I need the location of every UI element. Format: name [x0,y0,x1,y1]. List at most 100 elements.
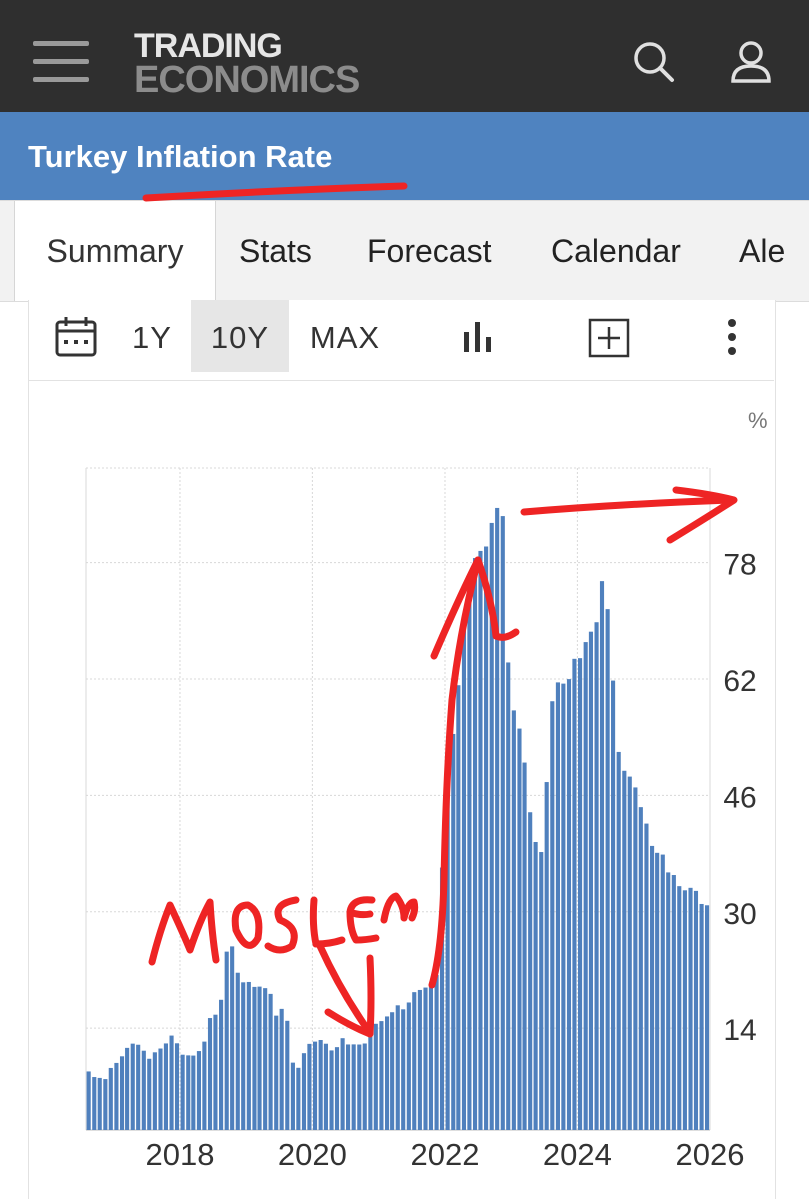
bar-2024-04 [594,622,599,1130]
bar-2022-11 [500,516,505,1130]
bar-2018-05 [202,1041,207,1130]
bar-2018-10 [230,946,235,1130]
bar-2024-12 [638,807,643,1130]
bar-2017-10 [163,1043,168,1130]
bar-chart-icon[interactable] [460,320,496,354]
logo-economics[interactable]: ECONOMICS [134,59,360,101]
bar-2021-05 [401,1009,406,1130]
bar-2017-06 [141,1050,146,1130]
bar-2021-09 [423,987,428,1130]
annotation-text-M2 [380,892,419,924]
bar-2024-03 [588,631,594,1130]
bar-2022-02 [451,733,456,1130]
x-tick-label: 2020 [278,1137,347,1172]
bar-2020-11 [368,1027,373,1130]
bar-2019-09 [290,1062,295,1130]
bar-2024-10 [627,776,632,1130]
annotation-rise-arrow-head [430,556,520,660]
tab-calendar[interactable]: Calendar [551,233,681,269]
bar-2021-07 [412,992,417,1130]
more-vertical-icon[interactable] [724,318,740,356]
bar-2020-01 [312,1041,318,1130]
bar-2017-05 [136,1044,141,1130]
bar-2020-08 [351,1044,356,1130]
top-bar [0,0,809,112]
hamburger-menu-icon[interactable] [33,38,89,84]
bar-2023-11 [566,679,572,1130]
search-icon[interactable] [632,40,676,84]
bar-2022-05 [467,595,472,1130]
x-tick-label: 2018 [145,1137,214,1172]
bar-2018-03 [191,1055,196,1130]
tab-forecast[interactable]: Forecast [367,233,492,269]
x-tick-label: 2024 [543,1137,612,1172]
bar-2016-12 [108,1067,113,1130]
bar-2025-08 [682,890,687,1130]
annotation-right-arrow-head [666,486,738,544]
range-10y-button[interactable]: 10Y [191,300,289,372]
bar-2025-12 [704,905,710,1130]
bar-2018-09 [224,951,229,1130]
bar-2025-05 [666,872,671,1130]
bar-2020-09 [357,1044,362,1130]
annotation-right-arrow-shaft [520,496,734,516]
bar-2022-09 [489,522,494,1130]
bar-2023-09 [555,682,560,1130]
plus-box-icon[interactable] [588,318,630,358]
chart-axis-labels: 14 30 46 62 78 2018 2020 2022 2024 2026 [145,549,756,1172]
bar-2020-07 [345,1044,351,1130]
bar-2021-01 [379,1021,384,1130]
bar-2023-08 [550,701,555,1130]
bar-2019-06 [274,1015,279,1130]
bar-2018-12 [241,982,246,1130]
bar-2019-01 [246,981,251,1130]
tab-alerts[interactable]: Ale [739,233,786,269]
user-icon[interactable] [729,40,773,84]
bar-2021-12 [439,867,445,1130]
calendar-icon[interactable] [54,314,98,358]
bar-2020-12 [373,1023,378,1130]
bar-2020-06 [340,1038,345,1130]
logo-trading[interactable]: TRADING [134,27,283,65]
bar-2025-11 [699,903,704,1130]
y-tick-label: 62 [723,665,756,698]
y-tick-label: 78 [723,549,756,582]
annotation-pointer-arrow-tip [324,954,375,1038]
bar-2025-03 [655,852,660,1130]
range-max-button[interactable]: MAX [309,320,381,355]
bar-2022-08 [484,546,489,1130]
bar-2021-06 [406,1002,411,1130]
chart-bars [86,507,710,1130]
bar-2018-08 [219,999,224,1130]
bar-2024-01 [578,658,583,1130]
annotation-text-M [148,898,220,966]
bar-2017-07 [147,1058,152,1130]
bar-2018-02 [186,1055,191,1130]
bar-2019-05 [268,993,273,1130]
y-tick-label: 14 [723,1014,756,1047]
bar-2018-11 [235,972,240,1130]
bar-2022-04 [461,620,467,1130]
bar-2019-11 [301,1053,307,1130]
bar-2019-10 [296,1067,301,1130]
tab-summary[interactable]: Summary [14,201,216,301]
bar-2020-05 [334,1047,340,1130]
bar-2017-11 [169,1035,174,1130]
range-1y-button[interactable]: 1Y [132,320,172,355]
bar-2024-02 [583,642,588,1130]
tab-stats[interactable]: Stats [239,233,312,269]
annotation-text-E [346,896,380,944]
bar-2019-08 [285,1020,290,1130]
unit-label: % [748,408,768,433]
y-tick-label: 30 [723,898,756,931]
handwritten-annotations [142,182,738,1038]
chart-toolbar: 1Y 10Y MAX [28,300,774,381]
annotation-rise-arrow-shaft [428,556,482,989]
bar-2017-09 [158,1048,163,1130]
bar-2024-07 [611,680,616,1130]
bar-2021-04 [395,1005,400,1130]
bar-2022-10 [495,507,500,1130]
bar-2022-06 [472,558,478,1130]
bar-2022-07 [478,550,483,1130]
bar-2019-03 [257,986,262,1130]
